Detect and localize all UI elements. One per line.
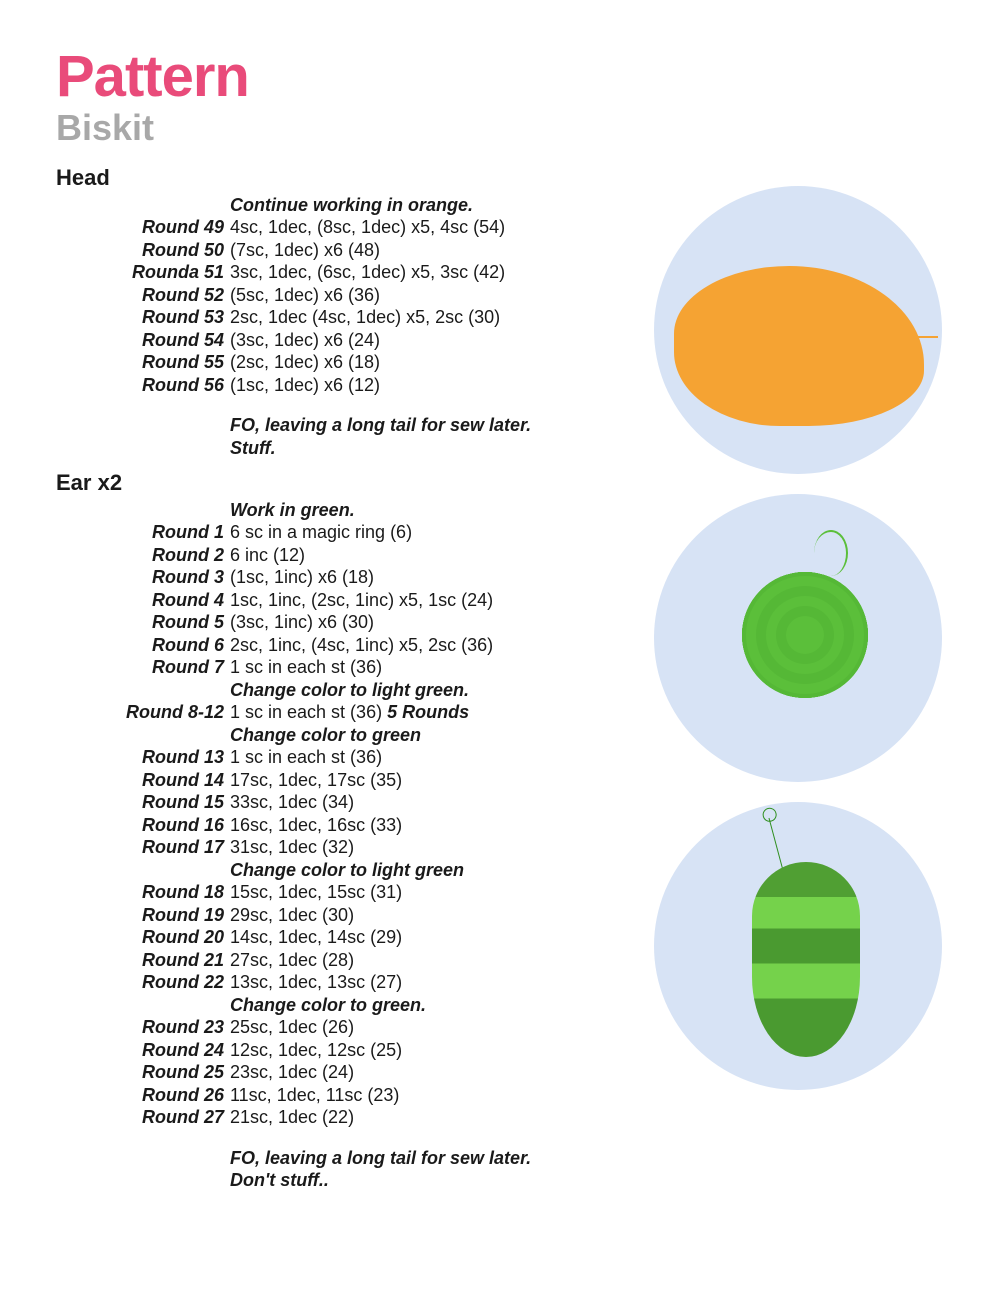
round-label: Round 21 (56, 949, 230, 972)
color-change-note: Change color to green. (230, 994, 590, 1017)
round-label: Round 17 (56, 836, 230, 859)
ear-piece-icon (752, 862, 860, 1057)
round-instruction: (2sc, 1dec) x6 (18) (230, 351, 590, 374)
round-instruction: 3sc, 1dec, (6sc, 1dec) x5, 3sc (42) (230, 261, 590, 284)
round-label: Round 50 (56, 239, 230, 262)
round-instruction: 31sc, 1dec (32) (230, 836, 590, 859)
ear-intro: Work in green. (230, 499, 590, 522)
round-instruction: 2sc, 1inc, (4sc, 1inc) x5, 2sc (36) (230, 634, 590, 657)
round-label: Round 52 (56, 284, 230, 307)
round-label: Round 2 (56, 544, 230, 567)
head-outro-2: Stuff. (230, 437, 590, 460)
round-instruction: (7sc, 1dec) x6 (48) (230, 239, 590, 262)
round-instruction: 21sc, 1dec (22) (230, 1106, 590, 1129)
round-instruction: 1 sc in each st (36) 5 Rounds (230, 701, 590, 724)
color-change-note: Change color to green (230, 724, 590, 747)
round-label: Round 18 (56, 881, 230, 904)
round-instruction: 25sc, 1dec (26) (230, 1016, 590, 1039)
photo-ear-striped (654, 802, 942, 1090)
round-label: Round 19 (56, 904, 230, 927)
ear-outro-1: FO, leaving a long tail for sew later. (230, 1147, 590, 1170)
round-instruction: 13sc, 1dec, 13sc (27) (230, 971, 590, 994)
ear-outro-row-1: FO, leaving a long tail for sew later. (56, 1147, 944, 1170)
round-label: Round 5 (56, 611, 230, 634)
round-label: Round 53 (56, 306, 230, 329)
round-label: Round 25 (56, 1061, 230, 1084)
round-instruction: 12sc, 1dec, 12sc (25) (230, 1039, 590, 1062)
round-label: Round 3 (56, 566, 230, 589)
round-label: Round 27 (56, 1106, 230, 1129)
round-instruction: 1sc, 1inc, (2sc, 1inc) x5, 1sc (24) (230, 589, 590, 612)
page: Pattern Biskit Head Continue working in … (0, 0, 1000, 1294)
round-label: Round 13 (56, 746, 230, 769)
round-extra: 5 Rounds (387, 702, 469, 722)
round-label: Round 49 (56, 216, 230, 239)
image-column (654, 186, 944, 1110)
thread-icon (814, 530, 848, 576)
round-instruction: 16sc, 1dec, 16sc (33) (230, 814, 590, 837)
round-instruction: 6 sc in a magic ring (6) (230, 521, 590, 544)
round-instruction: (3sc, 1dec) x6 (24) (230, 329, 590, 352)
round-label: Round 7 (56, 656, 230, 679)
round-label: Round 4 (56, 589, 230, 612)
head-intro: Continue working in orange. (230, 194, 590, 217)
round-instruction: 6 inc (12) (230, 544, 590, 567)
round-label: Round 24 (56, 1039, 230, 1062)
round-instruction: 23sc, 1dec (24) (230, 1061, 590, 1084)
round-instruction: 4sc, 1dec, (8sc, 1dec) x5, 4sc (54) (230, 216, 590, 239)
head-outro-1: FO, leaving a long tail for sew later. (230, 414, 590, 437)
round-label: Round 26 (56, 1084, 230, 1107)
round-instruction: (1sc, 1dec) x6 (12) (230, 374, 590, 397)
title-main: Pattern (56, 48, 944, 106)
round-instruction: 2sc, 1dec (4sc, 1dec) x5, 2sc (30) (230, 306, 590, 329)
round-label: Round 8-12 (56, 701, 230, 724)
round-label: Round 55 (56, 351, 230, 374)
ear-outro-2: Don't stuff.. (230, 1169, 590, 1192)
round-label: Round 15 (56, 791, 230, 814)
ear-outro-row-2: Don't stuff.. (56, 1169, 944, 1192)
round-instruction: 15sc, 1dec, 15sc (31) (230, 881, 590, 904)
round-label: Round 56 (56, 374, 230, 397)
photo-ear-disc (654, 494, 942, 782)
round-instruction: 1 sc in each st (36) (230, 746, 590, 769)
round-label: Round 23 (56, 1016, 230, 1039)
round-label: Rounda 51 (56, 261, 230, 284)
color-change-note: Change color to light green. (230, 679, 590, 702)
green-disc-icon (742, 572, 868, 698)
header: Pattern Biskit (56, 48, 944, 146)
color-change-note: Change color to light green (230, 859, 590, 882)
round-instruction: 27sc, 1dec (28) (230, 949, 590, 972)
round-instruction: 11sc, 1dec, 11sc (23) (230, 1084, 590, 1107)
round-instruction: (5sc, 1dec) x6 (36) (230, 284, 590, 307)
round-instruction: 17sc, 1dec, 17sc (35) (230, 769, 590, 792)
round-label: Round 20 (56, 926, 230, 949)
round-label: Round 1 (56, 521, 230, 544)
round-label: Round 6 (56, 634, 230, 657)
round-label: Round 14 (56, 769, 230, 792)
round-label: Round 22 (56, 971, 230, 994)
round-instruction: 14sc, 1dec, 14sc (29) (230, 926, 590, 949)
round-label: Round 54 (56, 329, 230, 352)
title-sub: Biskit (56, 110, 944, 146)
round-instruction: (3sc, 1inc) x6 (30) (230, 611, 590, 634)
round-instruction: (1sc, 1inc) x6 (18) (230, 566, 590, 589)
round-label: Round 16 (56, 814, 230, 837)
orange-blob-icon (674, 266, 924, 426)
photo-head-orange (654, 186, 942, 474)
round-instruction: 33sc, 1dec (34) (230, 791, 590, 814)
round-instruction: 1 sc in each st (36) (230, 656, 590, 679)
round-instruction: 29sc, 1dec (30) (230, 904, 590, 927)
